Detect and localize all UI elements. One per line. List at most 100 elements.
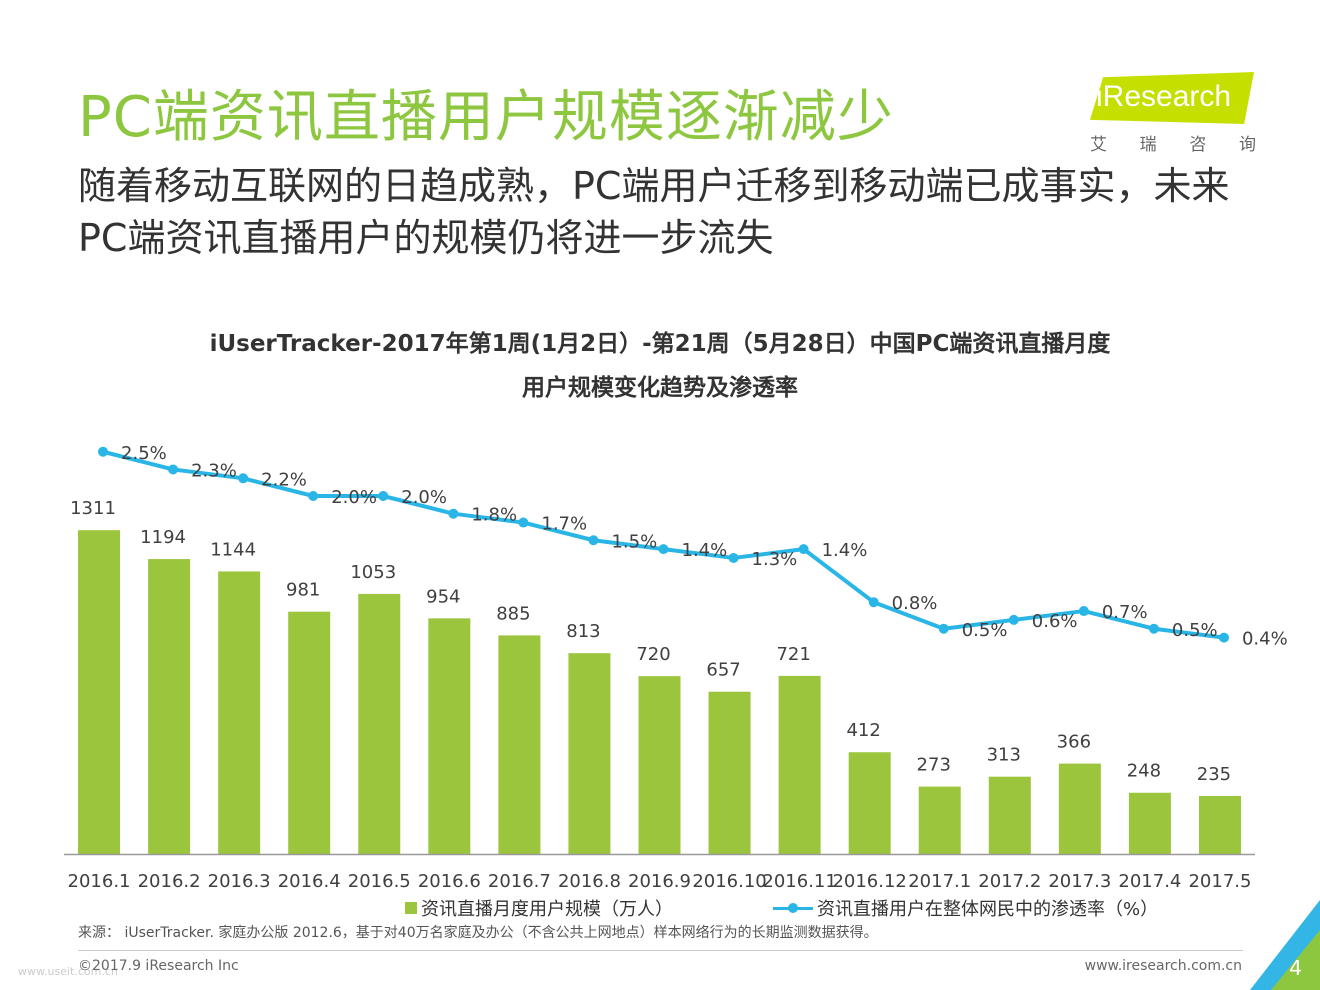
legend-bar-label: 资讯直播月度用户规模（万人）	[421, 899, 673, 920]
bar-value-label: 273	[917, 755, 951, 776]
bar	[988, 776, 1031, 854]
bar-value-label: 1311	[70, 498, 116, 519]
bar	[1128, 792, 1171, 854]
line-point	[238, 473, 249, 484]
logo-char: 瑞	[1139, 135, 1157, 155]
legend-line-swatch	[773, 902, 813, 913]
bar-value-label: 981	[286, 580, 320, 601]
line-point	[588, 535, 599, 546]
bar	[288, 611, 331, 854]
line-value-label: 1.4%	[822, 540, 868, 561]
line-value-label: 0.5%	[962, 620, 1008, 641]
chart-title-line1: iUserTracker-2017年第1周(1月2日）-第21周（5月28日）中…	[209, 331, 1111, 357]
line-point	[798, 544, 809, 555]
corner-decoration: 4	[1250, 900, 1320, 990]
line-value-label: 0.6%	[1032, 611, 1078, 632]
logo-char: 艾	[1090, 135, 1107, 155]
logo-banner	[1090, 72, 1254, 124]
bar	[428, 618, 471, 854]
bar	[498, 635, 541, 854]
bar-value-label: 954	[426, 586, 460, 607]
line-value-label: 1.8%	[471, 505, 517, 526]
chart-title-line2: 用户规模变化趋势及渗透率	[522, 375, 798, 401]
logo-char: 询	[1238, 135, 1256, 155]
x-tick-label: 2016.11	[762, 871, 836, 892]
line-value-label: 2.5%	[121, 443, 167, 464]
x-tick-label: 2016.8	[558, 871, 621, 892]
legend-bar-swatch	[405, 902, 417, 914]
x-tick-label: 2016.5	[348, 871, 411, 892]
logo-text: iResearch	[1096, 80, 1232, 113]
bar-value-label: 1144	[210, 539, 256, 560]
line-value-label: 2.0%	[401, 487, 447, 508]
bar	[78, 530, 121, 854]
x-tick-label: 2016.3	[208, 871, 271, 892]
line-point	[1078, 606, 1089, 617]
page-title: PC端资讯直播用户规模逐渐减少	[78, 85, 894, 150]
line-point	[728, 552, 739, 563]
line-value-label: 0.7%	[1102, 602, 1148, 623]
website-link[interactable]: www.iresearch.com.cn	[1084, 958, 1242, 974]
line-point	[868, 597, 879, 608]
line-point	[1218, 632, 1229, 643]
copyright: ©2017.9 iResearch Inc	[78, 958, 239, 974]
line-value-label: 2.0%	[331, 487, 377, 508]
watermark: www.useit.com.cn	[18, 965, 118, 978]
bar-value-label: 412	[846, 720, 880, 741]
line-point	[1008, 614, 1019, 625]
chart-legend: 资讯直播月度用户规模（万人） 资讯直播用户在整体网民中的渗透率（%）	[405, 895, 1158, 921]
bar	[708, 691, 751, 854]
footer-divider	[78, 950, 1243, 951]
x-tick-label: 2016.7	[488, 871, 551, 892]
bar-value-label: 235	[1197, 764, 1231, 785]
page-number: 4	[1289, 956, 1302, 980]
bar	[148, 559, 191, 854]
iresearch-logo: iResearch 艾 瑞 咨 询	[1090, 70, 1260, 160]
bar-value-label: 885	[496, 603, 530, 624]
bar	[358, 593, 401, 854]
x-tick-label: 2016.6	[418, 871, 481, 892]
line-value-label: 1.3%	[752, 549, 798, 570]
chart-title: iUserTracker-2017年第1周(1月2日）-第21周（5月28日）中…	[0, 322, 1320, 410]
line-point	[938, 623, 949, 634]
line-point	[448, 508, 459, 519]
bar-value-label: 313	[987, 745, 1021, 766]
legend-line-label: 资讯直播用户在整体网民中的渗透率（%）	[817, 899, 1159, 920]
line-value-label: 0.8%	[892, 593, 938, 614]
line-value-label: 0.5%	[1172, 620, 1218, 641]
x-tick-label: 2016.2	[138, 871, 201, 892]
bar-value-label: 721	[776, 644, 810, 665]
x-tick-label: 2017.5	[1188, 871, 1251, 892]
line-point	[378, 491, 389, 501]
bar	[848, 752, 891, 854]
bar-value-label: 1053	[350, 562, 396, 583]
x-tick-label: 2017.2	[978, 871, 1041, 892]
line-point	[98, 446, 109, 457]
x-tick-label: 2016.9	[628, 871, 691, 892]
line-value-label: 1.7%	[541, 514, 587, 535]
bar-value-label: 813	[566, 621, 600, 642]
line-point	[658, 544, 669, 555]
line-value-label: 0.4%	[1242, 629, 1288, 650]
line-point	[168, 464, 179, 475]
x-tick-label: 2016.1	[68, 871, 131, 892]
x-tick-label: 2017.3	[1048, 871, 1111, 892]
x-tick-label: 2017.4	[1118, 871, 1181, 892]
bar	[638, 676, 681, 854]
x-tick-label: 2017.1	[908, 871, 971, 892]
x-tick-label: 2016.12	[832, 871, 906, 892]
line-point	[518, 517, 529, 528]
line-value-label: 1.4%	[682, 540, 728, 561]
line-value-label: 1.5%	[611, 531, 657, 552]
page-subtitle: 随着移动互联网的日趋成熟，PC端用户迁移到移动端已成事实，未来PC端资讯直播用户…	[78, 164, 1230, 260]
bar	[568, 653, 611, 854]
bar-value-label: 720	[636, 644, 670, 665]
bar-value-label: 1194	[140, 527, 186, 548]
line-point	[308, 491, 319, 501]
x-tick-label: 2016.10	[692, 871, 766, 892]
bar	[218, 571, 261, 854]
line-point	[1148, 623, 1159, 634]
line-value-label: 2.2%	[261, 469, 307, 490]
logo-char: 咨	[1189, 135, 1207, 155]
